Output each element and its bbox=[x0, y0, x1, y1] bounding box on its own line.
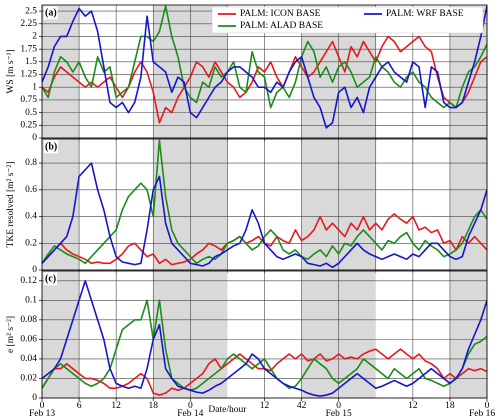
y-axis-label: e [m² s⁻²] bbox=[6, 316, 16, 353]
x-tick-label: 18 bbox=[149, 401, 159, 411]
y-tick-label: 2 bbox=[32, 32, 37, 42]
y-tick-label: 0 bbox=[32, 265, 37, 275]
date-label: Feb 13 bbox=[29, 409, 55, 417]
y-tick-label: 1.75 bbox=[20, 44, 37, 54]
y-tick-label: 0 bbox=[32, 393, 37, 403]
series-line bbox=[42, 279, 487, 397]
night-shade bbox=[42, 139, 80, 270]
y-tick-label: 1.25 bbox=[20, 70, 37, 80]
y-tick-label: 1 bbox=[32, 82, 37, 92]
panel-label-bg bbox=[44, 272, 58, 286]
y-tick-label: 0.6 bbox=[25, 185, 37, 195]
y-tick-label: 0.04 bbox=[20, 354, 37, 364]
y-tick-label: 0.1 bbox=[25, 295, 37, 305]
series-line bbox=[42, 5, 487, 109]
panel-label: (a) bbox=[45, 7, 57, 18]
series-line bbox=[42, 299, 487, 391]
x-tick-label: 6 bbox=[77, 401, 82, 411]
plot-area bbox=[42, 5, 487, 129]
legend-box bbox=[211, 6, 484, 34]
series-line bbox=[42, 35, 487, 124]
y-tick-label: 0.25 bbox=[20, 120, 37, 130]
y-tick-label: 0.4 bbox=[25, 212, 37, 222]
date-label: Feb 16 bbox=[469, 409, 495, 417]
plot-area bbox=[42, 139, 487, 269]
y-tick-label: 0.08 bbox=[20, 315, 37, 325]
y-tick-label: 2.25 bbox=[20, 19, 37, 29]
date-label: Feb 14 bbox=[177, 409, 203, 417]
legend-label: PALM: ICON BASE bbox=[240, 9, 321, 19]
legend-label: PALM: WRF BASE bbox=[386, 9, 464, 19]
panel-label-bg bbox=[44, 140, 59, 154]
x-tick-label: 18 bbox=[445, 401, 455, 411]
y-tick-label: 0.8 bbox=[25, 158, 37, 168]
y-tick-label: 0.2 bbox=[25, 238, 37, 248]
y-tick-label: 0.5 bbox=[25, 108, 37, 118]
y-tick-label: 0.06 bbox=[20, 335, 37, 345]
date-label: Feb 15 bbox=[326, 409, 352, 417]
panel-label: (b) bbox=[45, 141, 57, 152]
x-tick-label: 12 bbox=[111, 401, 121, 411]
series-line bbox=[42, 139, 487, 265]
series-line bbox=[42, 5, 487, 129]
y-tick-label: 0 bbox=[32, 133, 37, 143]
night-shade bbox=[449, 271, 487, 398]
panel-label-bg bbox=[44, 6, 58, 20]
night-shade bbox=[42, 271, 80, 398]
x-tick-label: 0 bbox=[40, 401, 45, 411]
x-tick-label: 0 bbox=[336, 401, 341, 411]
legend-label: PALM: ALAD BASE bbox=[240, 21, 323, 31]
x-tick-label: 42 bbox=[297, 401, 307, 411]
y-tick-label: 0.02 bbox=[20, 374, 37, 384]
x-tick-label: 0 bbox=[485, 401, 490, 411]
x-axis-label: Date/hour bbox=[208, 405, 247, 415]
panel-label: (c) bbox=[45, 273, 56, 284]
y-tick-label: 0.12 bbox=[20, 276, 37, 286]
x-tick-label: 12 bbox=[260, 401, 270, 411]
x-tick-label: 0 bbox=[188, 401, 193, 411]
plot-area bbox=[42, 279, 487, 397]
y-tick-label: 2.5 bbox=[25, 6, 37, 16]
y-tick-label: 1.5 bbox=[25, 57, 37, 67]
y-axis-label: WS [m s⁻¹] bbox=[6, 49, 16, 93]
x-tick-label: 12 bbox=[408, 401, 418, 411]
y-tick-label: 0.75 bbox=[20, 95, 37, 105]
y-axis-label: TKE resolved [m² s⁻²] bbox=[6, 162, 16, 248]
series-line bbox=[42, 162, 487, 269]
